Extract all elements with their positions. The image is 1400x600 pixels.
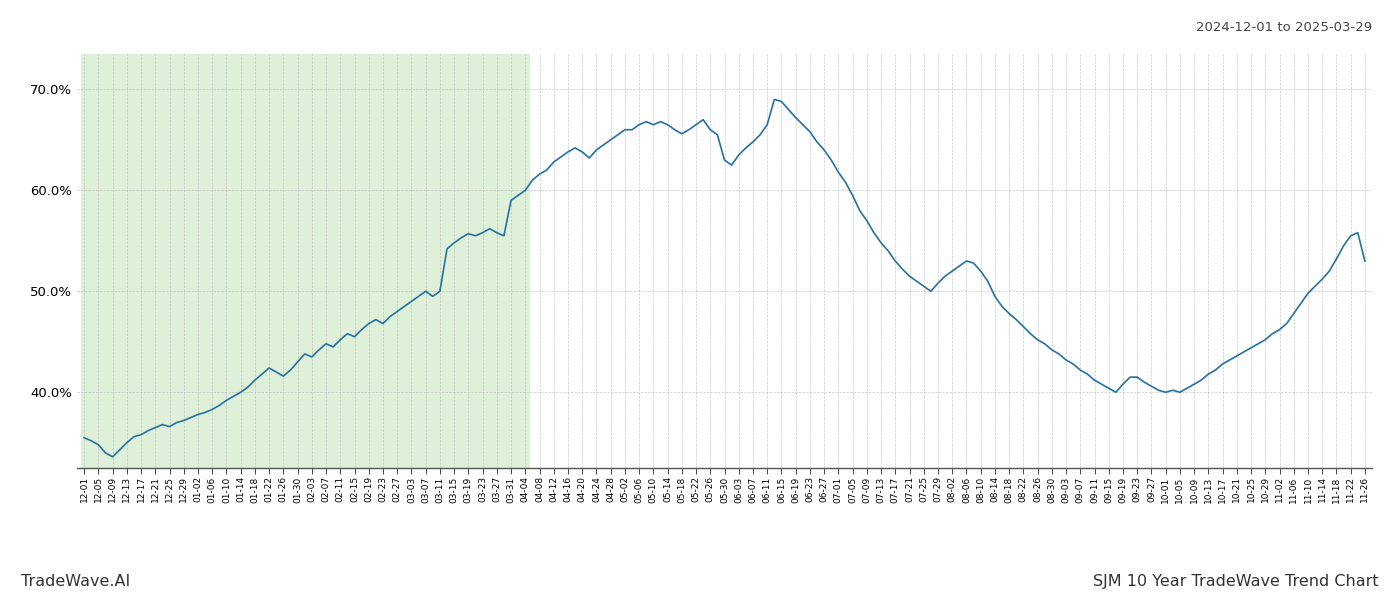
Text: TradeWave.AI: TradeWave.AI	[21, 574, 130, 589]
Bar	[81, 54, 529, 468]
Text: 2024-12-01 to 2025-03-29: 2024-12-01 to 2025-03-29	[1196, 21, 1372, 34]
Text: SJM 10 Year TradeWave Trend Chart: SJM 10 Year TradeWave Trend Chart	[1093, 574, 1379, 589]
